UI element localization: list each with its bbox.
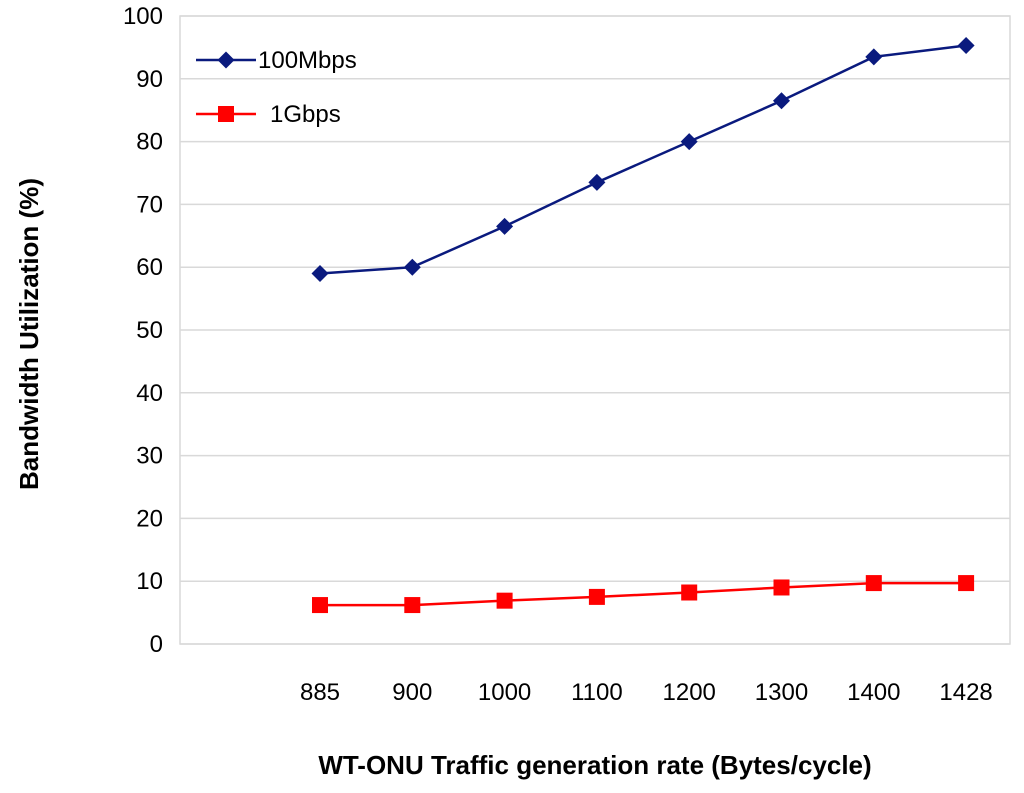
x-tick-label: 885	[300, 679, 340, 706]
data-point-1Gbps-1100	[588, 588, 605, 605]
y-tick-label: 80	[136, 129, 163, 156]
y-tick-label: 30	[136, 443, 163, 470]
y-tick-label: 40	[136, 380, 163, 407]
data-point-100Mbps-885	[311, 264, 329, 282]
x-tick-label: 900	[392, 679, 432, 706]
data-point-1Gbps-1000	[496, 592, 513, 609]
y-tick-label: 60	[136, 254, 163, 281]
x-axis-title: WT-ONU Traffic generation rate (Bytes/cy…	[318, 750, 871, 780]
series-line-100Mbps	[319, 44, 967, 275]
data-point-1Gbps-900	[404, 597, 421, 614]
legend-item-100Mbps: 100Mbps	[196, 47, 357, 74]
series-line-1Gbps	[320, 581, 967, 607]
data-point-100Mbps-1300	[773, 92, 790, 110]
data-point-100Mbps-1428	[957, 37, 975, 55]
data-point-1Gbps-1400	[865, 575, 882, 592]
data-point-100Mbps-1200	[680, 133, 698, 151]
data-point-100Mbps-900	[403, 258, 421, 276]
data-point-1Gbps-1428	[958, 575, 975, 592]
y-axis-ticks: 0 10 20 30 40 50 60 70 80 90 100	[123, 3, 163, 658]
y-tick-label: 0	[150, 631, 163, 658]
data-point-1Gbps-1300	[773, 579, 790, 596]
x-tick-label: 1428	[939, 679, 992, 706]
plot-area-frame	[179, 15, 1011, 645]
series-layer	[311, 37, 975, 614]
y-tick-label: 20	[136, 505, 163, 532]
x-axis-ticks: 885 900 1000 1100 1200 1300 1400 1428	[300, 679, 993, 706]
x-tick-label: 1000	[478, 679, 531, 706]
x-tick-label: 1100	[571, 679, 623, 706]
legend: 100Mbps 1Gbps	[196, 47, 357, 128]
series-1Gbps	[312, 575, 975, 614]
x-tick-label: 1400	[847, 679, 900, 706]
y-tick-label: 90	[136, 66, 163, 93]
data-point-100Mbps-1100	[588, 173, 606, 191]
legend-marker-100Mbps	[217, 51, 235, 69]
legend-label: 100Mbps	[258, 47, 357, 74]
x-tick-label: 1300	[755, 679, 808, 706]
legend-label: 1Gbps	[270, 101, 341, 128]
data-point-1Gbps-1200	[681, 584, 698, 601]
y-tick-label: 10	[136, 568, 163, 595]
y-tick-label: 100	[123, 3, 163, 30]
y-tick-label: 50	[136, 317, 163, 344]
data-point-100Mbps-1400	[865, 48, 883, 66]
x-tick-label: 1200	[663, 679, 716, 706]
legend-item-1Gbps: 1Gbps	[196, 101, 341, 128]
y-axis-title: Bandwidth Utilization (%)	[14, 178, 44, 490]
series-100Mbps	[311, 37, 975, 282]
y-tick-label: 70	[136, 191, 163, 218]
legend-marker-1Gbps	[218, 106, 234, 122]
data-point-1Gbps-885	[312, 597, 328, 614]
data-point-100Mbps-1000	[496, 217, 514, 235]
